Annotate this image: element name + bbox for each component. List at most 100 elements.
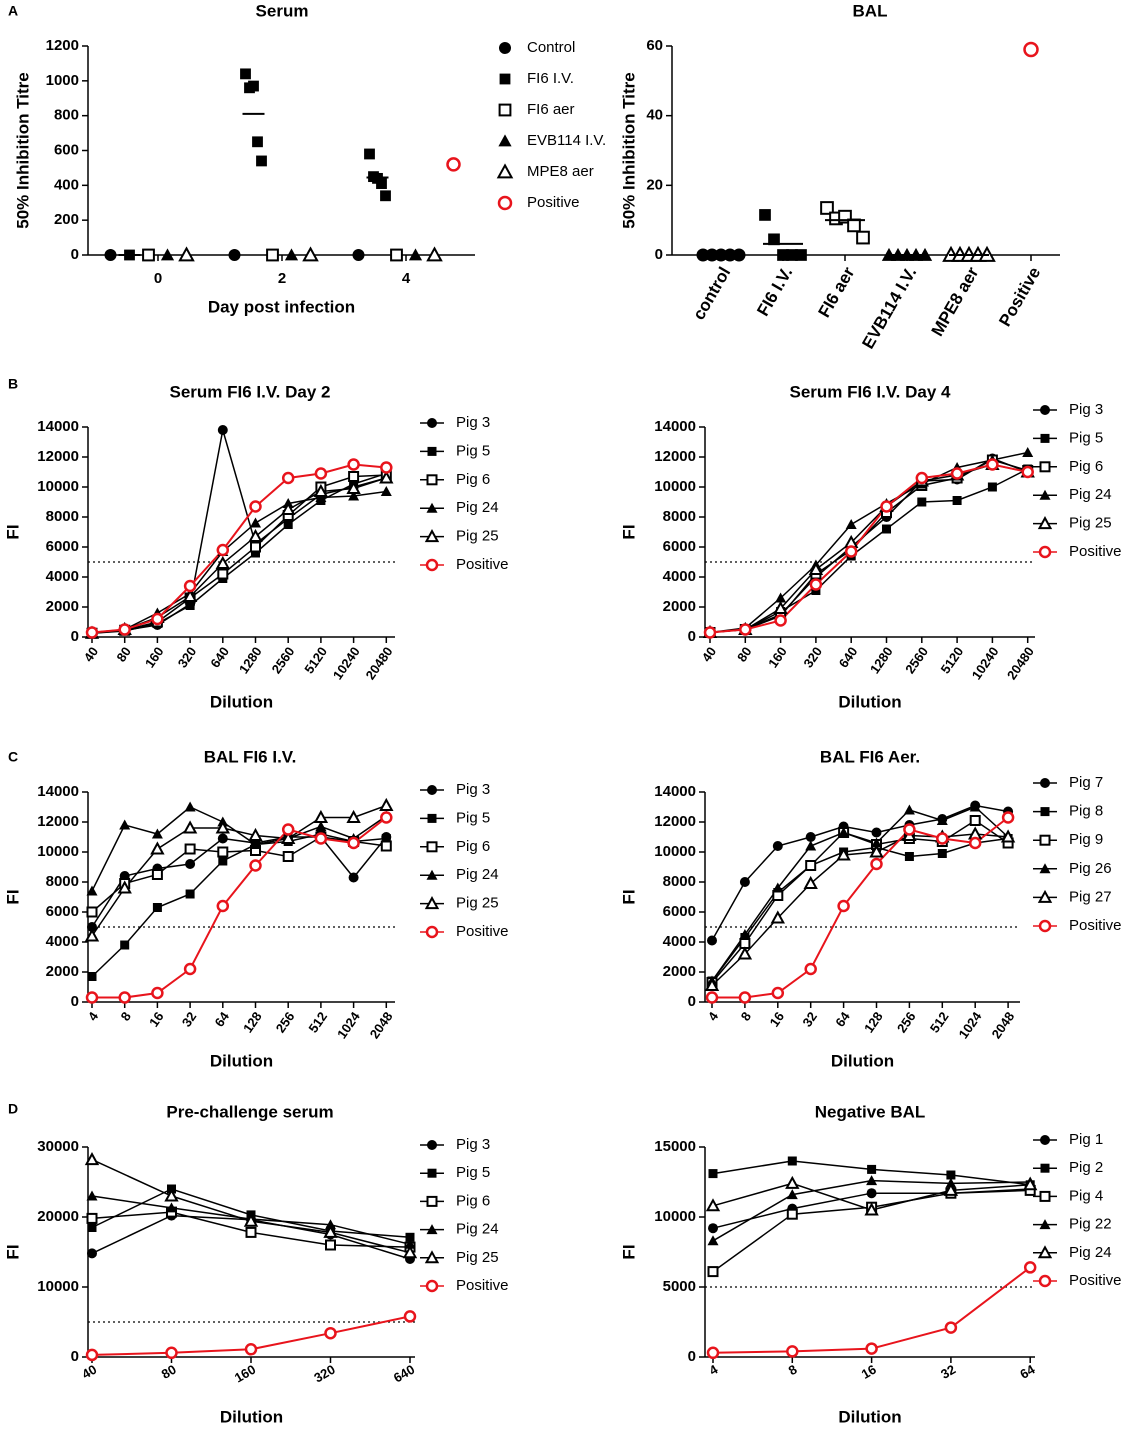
y-tick-label: 6000 (46, 903, 79, 920)
y-tick-label: 14000 (37, 418, 79, 435)
marker (217, 833, 228, 844)
chart-title: Negative BAL (815, 1102, 926, 1121)
legend-marker (1039, 834, 1051, 846)
legend-label: Pig 5 (456, 442, 490, 459)
legend-marker (426, 1224, 438, 1235)
y-tick-label: 20000 (37, 1208, 79, 1225)
x-tick-label: 80 (159, 1362, 179, 1382)
marker (866, 1175, 878, 1186)
y-tick-label: 14000 (37, 783, 79, 800)
y-tick-label: 2000 (46, 963, 79, 980)
x-tick-label: 640 (207, 644, 232, 670)
marker (771, 986, 785, 1000)
marker (870, 857, 883, 871)
series-line (711, 804, 1009, 941)
legend-label: Pig 1 (1069, 1131, 1103, 1148)
legend-marker (426, 869, 438, 880)
marker (786, 1208, 798, 1220)
marker (251, 548, 260, 558)
x-tick-label: 4 (402, 270, 411, 287)
series-line (92, 816, 387, 999)
marker (120, 940, 130, 950)
marker (347, 458, 360, 471)
marker (376, 178, 387, 189)
marker (86, 885, 98, 896)
y-tick-label: 6000 (663, 903, 696, 920)
marker (708, 1223, 718, 1234)
y-axis-label: FI (3, 1244, 22, 1259)
marker (185, 601, 195, 610)
series-line (91, 806, 387, 892)
marker (84, 1152, 100, 1166)
x-tick-label: 1024 (956, 1008, 985, 1041)
x-tick-label: 1280 (867, 644, 896, 676)
series-line (91, 836, 387, 928)
y-tick-label: 30000 (37, 1138, 79, 1155)
x-tick-label: 8 (786, 1362, 800, 1379)
marker (166, 1202, 177, 1213)
marker (917, 497, 927, 507)
marker (380, 811, 393, 824)
marker (1023, 1177, 1038, 1191)
legend-marker (424, 529, 440, 543)
legend-label: Pig 24 (456, 1221, 499, 1238)
marker (183, 579, 197, 593)
marker (405, 1232, 415, 1242)
marker (117, 880, 132, 894)
y-axis-label: 50% Inhibition Titre (13, 72, 32, 228)
marker (281, 823, 295, 836)
legend-marker (499, 73, 511, 85)
marker (705, 991, 719, 1004)
legend-marker (426, 502, 438, 513)
legend-marker (498, 103, 512, 117)
x-tick-label: 640 (836, 644, 861, 670)
series-line (709, 457, 1028, 634)
marker (215, 820, 230, 834)
legend-label: Pig 6 (456, 1192, 490, 1209)
legend-label: Pig 7 (1069, 774, 1103, 791)
legend-marker (426, 1195, 438, 1207)
x-tick-label: 2560 (902, 644, 931, 676)
marker (869, 844, 884, 858)
legend-label: Pig 24 (456, 499, 499, 516)
legend-label: Pig 26 (1069, 860, 1112, 877)
marker (381, 834, 391, 843)
marker (347, 836, 360, 850)
y-tick-label: 12000 (654, 448, 696, 465)
legend-label: Pig 6 (1069, 458, 1103, 475)
marker (903, 804, 915, 815)
marker (184, 843, 196, 855)
legend-marker (496, 163, 514, 179)
marker (903, 823, 916, 836)
marker (313, 809, 329, 823)
y-tick-label: 8000 (663, 508, 696, 525)
legend-marker (1037, 889, 1053, 903)
legend-marker (427, 446, 437, 456)
marker (118, 623, 131, 636)
marker (786, 1189, 798, 1200)
marker (837, 899, 850, 913)
legend-marker (426, 841, 438, 853)
legend-label: FI6 aer (527, 101, 575, 118)
legend-label: Pig 4 (1069, 1187, 1103, 1204)
marker (987, 482, 997, 492)
marker (249, 859, 262, 872)
marker (738, 991, 752, 1004)
legend-label: Pig 25 (456, 895, 499, 912)
y-tick-label: 6000 (46, 538, 79, 555)
y-tick-label: 400 (54, 176, 79, 193)
x-tick-label: 128 (861, 1009, 886, 1035)
x-tick-label: 2 (278, 270, 286, 287)
marker (774, 614, 787, 627)
legend-marker (424, 1250, 440, 1264)
x-tick-label: 160 (765, 644, 790, 670)
x-tick-label: FI6 I.V. (753, 264, 796, 320)
marker (838, 827, 850, 837)
marker (867, 1164, 877, 1174)
legend-label: Pig 24 (456, 866, 499, 883)
y-tick-label: 5000 (663, 1278, 696, 1295)
marker (904, 852, 914, 861)
marker (380, 840, 392, 852)
marker (845, 519, 857, 529)
